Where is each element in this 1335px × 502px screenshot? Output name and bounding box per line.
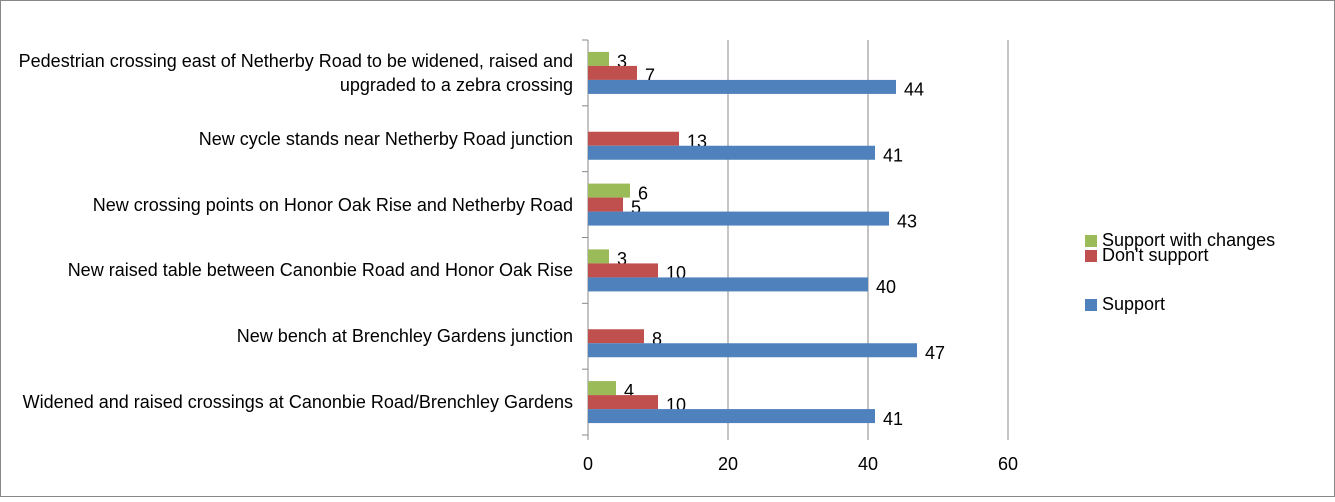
category-label-box: New raised table between Canonbie Road a…	[67, 260, 573, 281]
legend-label: Support with changes	[1102, 230, 1275, 250]
legend-swatch	[1085, 299, 1097, 311]
bar	[588, 343, 917, 358]
data-label: 47	[925, 343, 945, 363]
y-tick-label: Widened and raised crossings at Canonbie…	[22, 392, 573, 413]
y-tick-label: Pedestrian crossing east of Netherby Roa…	[18, 50, 573, 95]
category-label-box: New bench at Brenchley Gardens junction	[236, 326, 573, 347]
legend-label: Support	[1102, 294, 1165, 314]
data-label: 5	[631, 197, 641, 217]
data-label: 8	[652, 329, 662, 349]
bar	[588, 65, 637, 80]
bar	[588, 211, 889, 226]
bar	[588, 263, 658, 278]
x-tick-label: 60	[998, 454, 1018, 474]
legend-swatch	[1085, 235, 1097, 247]
bar	[588, 381, 616, 396]
y-tick-label: New raised table between Canonbie Road a…	[67, 260, 573, 281]
y-tick-label: New cycle stands near Netherby Road junc…	[198, 128, 573, 149]
x-tick-label: 0	[583, 454, 593, 474]
legend-label: Don't support	[1102, 245, 1209, 265]
data-label: 44	[904, 80, 924, 100]
data-label: 3	[617, 249, 627, 269]
category-label-box: Widened and raised crossings at Canonbie…	[22, 392, 573, 413]
category-label-box: Pedestrian crossing east of Netherby Roa…	[18, 50, 573, 95]
category-label-box: New crossing points on Honor Oak Rise an…	[92, 194, 573, 215]
bar	[588, 131, 679, 146]
bar	[588, 249, 609, 264]
data-label: 40	[876, 277, 896, 297]
bar	[588, 277, 868, 292]
data-label: 41	[883, 409, 903, 429]
data-label: 7	[645, 66, 655, 86]
legend-swatch	[1085, 250, 1097, 262]
bar	[588, 395, 658, 410]
bar	[588, 79, 896, 94]
data-label: 41	[883, 146, 903, 166]
data-label: 43	[897, 211, 917, 231]
bar	[588, 197, 623, 212]
y-tick-label: New crossing points on Honor Oak Rise an…	[92, 194, 573, 215]
bar	[588, 51, 609, 66]
bar	[588, 329, 644, 344]
x-tick-label: 20	[718, 454, 738, 474]
category-label-box: New cycle stands near Netherby Road junc…	[198, 128, 573, 149]
data-label: 4	[624, 381, 634, 401]
y-tick-label: New bench at Brenchley Gardens junction	[236, 326, 573, 347]
data-label: 3	[617, 52, 627, 72]
bar	[588, 145, 875, 160]
x-tick-label: 40	[858, 454, 878, 474]
data-label: 6	[638, 183, 648, 203]
bar	[588, 183, 630, 198]
bar	[588, 409, 875, 424]
